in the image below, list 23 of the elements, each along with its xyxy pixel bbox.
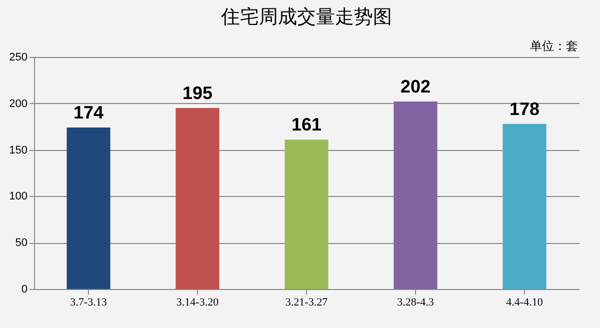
- y-tick-label: 250: [9, 52, 28, 64]
- y-tick-label: 50: [15, 237, 28, 250]
- data-label: 178: [509, 98, 540, 119]
- y-tick-label: 0: [21, 284, 28, 296]
- x-tick-label: 3.7-3.13: [70, 296, 108, 308]
- x-tick-label: 3.28-4.3: [397, 296, 434, 308]
- x-tick-label: 3.14-3.20: [176, 296, 220, 308]
- data-label: 195: [182, 83, 213, 104]
- y-tick-label: 200: [9, 98, 28, 110]
- x-tick-label: 4.4-4.10: [506, 296, 544, 308]
- bar: [66, 128, 110, 289]
- bar: [502, 124, 546, 289]
- chart-title: 住宅周成交量走势图: [220, 6, 392, 28]
- bar: [176, 108, 220, 289]
- x-tick-label: 3.21-3.27: [285, 296, 328, 308]
- bar: [394, 102, 438, 289]
- y-tick-label: 150: [9, 144, 28, 156]
- data-label: 174: [73, 102, 104, 123]
- y-tick-label: 100: [9, 190, 28, 203]
- data-label: 161: [291, 114, 322, 135]
- text: 单位：套: [530, 38, 578, 55]
- bar: [284, 140, 328, 289]
- data-label: 202: [400, 76, 431, 97]
